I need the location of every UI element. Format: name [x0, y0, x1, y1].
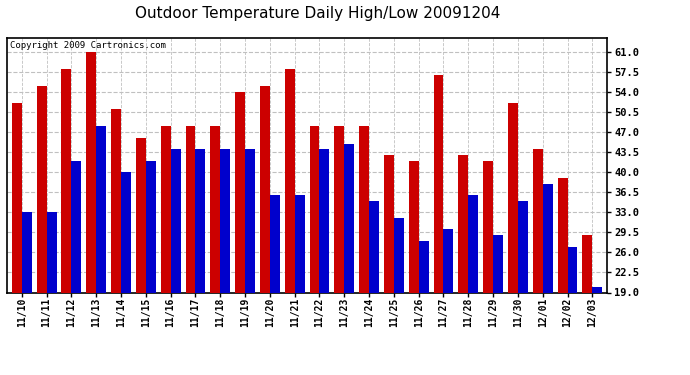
Bar	[111, 109, 121, 292]
Bar	[419, 241, 428, 292]
Text: Copyright 2009 Cartronics.com: Copyright 2009 Cartronics.com	[10, 41, 166, 50]
Bar	[270, 195, 279, 292]
Text: Outdoor Temperature Daily High/Low 20091204: Outdoor Temperature Daily High/Low 20091…	[135, 6, 500, 21]
Bar	[71, 161, 81, 292]
Bar	[384, 155, 394, 292]
Bar	[245, 149, 255, 292]
Bar	[170, 149, 181, 292]
Bar	[121, 172, 131, 292]
Bar	[493, 235, 503, 292]
Bar	[285, 69, 295, 292]
Bar	[483, 161, 493, 292]
Bar	[37, 86, 47, 292]
Bar	[47, 212, 57, 292]
Bar	[96, 126, 106, 292]
Bar	[260, 86, 270, 292]
Bar	[567, 247, 578, 292]
Bar	[508, 104, 518, 292]
Bar	[518, 201, 528, 292]
Bar	[295, 195, 304, 292]
Bar	[458, 155, 469, 292]
Bar	[210, 126, 220, 292]
Bar	[592, 287, 602, 292]
Bar	[146, 161, 156, 292]
Bar	[61, 69, 71, 292]
Bar	[12, 104, 22, 292]
Bar	[369, 201, 379, 292]
Bar	[433, 75, 444, 292]
Bar	[444, 230, 453, 292]
Bar	[22, 212, 32, 292]
Bar	[161, 126, 170, 292]
Bar	[136, 138, 146, 292]
Bar	[344, 144, 354, 292]
Bar	[319, 149, 329, 292]
Bar	[408, 161, 419, 292]
Bar	[186, 126, 195, 292]
Bar	[543, 184, 553, 292]
Bar	[335, 126, 344, 292]
Bar	[558, 178, 567, 292]
Bar	[359, 126, 369, 292]
Bar	[533, 149, 543, 292]
Bar	[469, 195, 478, 292]
Bar	[220, 149, 230, 292]
Bar	[582, 235, 592, 292]
Bar	[235, 92, 245, 292]
Bar	[86, 52, 96, 292]
Bar	[394, 218, 404, 292]
Bar	[195, 149, 206, 292]
Bar	[310, 126, 319, 292]
